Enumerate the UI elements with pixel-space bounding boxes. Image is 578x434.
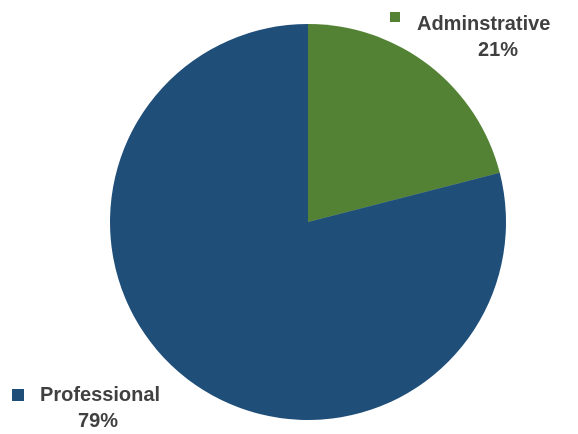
pie-slice-professional [110, 24, 507, 420]
pie-slice-adminstrative [308, 24, 500, 222]
slice-label-professional: Professional [40, 384, 160, 406]
slice-percent-adminstrative: 21% [478, 39, 518, 61]
data-label-adminstrative: Adminstrative 21% [390, 12, 550, 61]
legend-marker-adminstrative [390, 12, 400, 22]
pie-slices [110, 24, 507, 420]
slice-percent-professional: 79% [78, 410, 118, 432]
slice-label-adminstrative: Adminstrative [417, 13, 550, 35]
data-label-professional: Professional 79% [12, 384, 160, 432]
legend-marker-professional [12, 389, 24, 401]
